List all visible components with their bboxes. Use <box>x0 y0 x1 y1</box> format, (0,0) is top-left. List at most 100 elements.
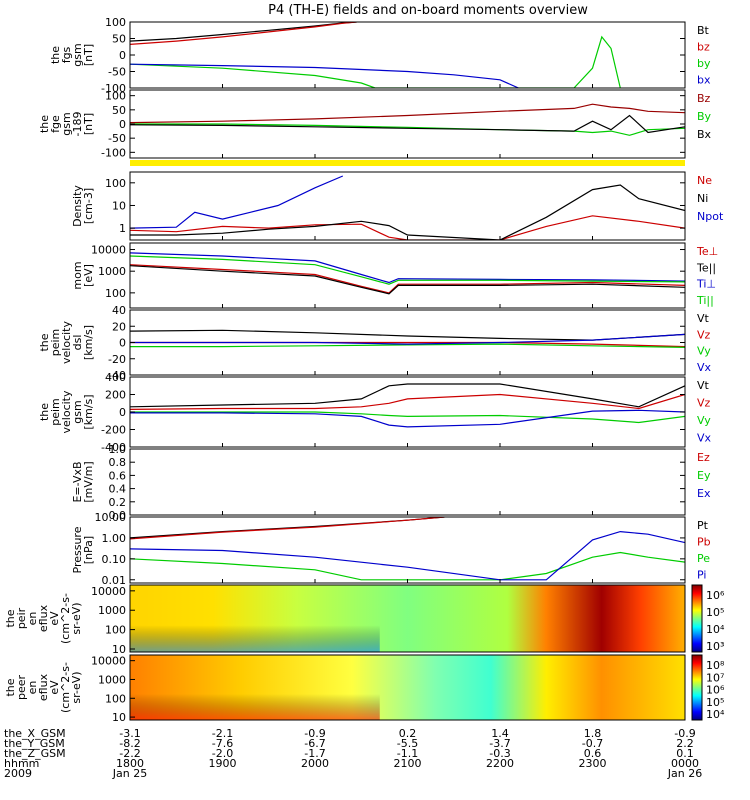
legend-entry-exb: Ex <box>697 487 711 500</box>
y-tick-label: 50 <box>112 33 126 46</box>
ephemeris-value: -5.5 <box>397 737 418 750</box>
y-tick-label: 1 <box>119 222 126 235</box>
y-axis-label: eflux <box>37 604 50 632</box>
y-tick-label: 0.2 <box>109 496 127 509</box>
spectrograms: 10000100010010thepeirenefluxeV(cm^2-s-sr… <box>4 584 725 724</box>
y-axis-label: [mV/m] <box>82 461 95 502</box>
series-line-density-1 <box>130 184 685 240</box>
ephemeris-value: 0.1 <box>676 747 694 760</box>
low-energy-band <box>130 585 380 652</box>
ephemeris-value: Jan 25 <box>112 767 147 780</box>
legend-entry-velgsm: Vx <box>697 432 712 445</box>
y-tick-label: -100 <box>101 146 126 159</box>
y-axis-label: fge <box>49 115 62 133</box>
ephemeris-value: -0.9 <box>674 727 695 740</box>
legend-entry-pressure: Pb <box>697 536 711 549</box>
y-axis-label: sr-eV) <box>70 671 83 703</box>
legend-entry-pressure: Pe <box>697 552 710 565</box>
y-axis-label: eV <box>48 680 61 695</box>
ephemeris-value: -2.2 <box>119 747 140 760</box>
y-axis-label: [nT] <box>82 113 95 135</box>
y-axis-label: velocity <box>60 321 73 364</box>
series-line-pressure-1 <box>130 517 445 540</box>
y-tick-label: 400 <box>105 371 126 384</box>
y-axis-label: the <box>38 115 51 133</box>
y-tick-label: 100 <box>105 16 126 29</box>
legend-entry-density: Ne <box>697 174 712 187</box>
colorbar-tick-label: 10⁵ <box>706 696 724 709</box>
legend-entry-temp: Ti⊥ <box>696 278 716 291</box>
y-tick-label: 10000 <box>91 244 126 257</box>
series-line-temp-1 <box>130 265 685 295</box>
legend-entry-fge: Bx <box>697 128 712 141</box>
panel-temp: 10000 1000 100 mom[eV] Te⊥ Te|| Ti⊥ Ti|| <box>71 242 718 309</box>
series-line-fgs-0 <box>130 22 357 42</box>
y-axis-label: eV <box>48 611 61 626</box>
colorbar-tick-label: 10⁶ <box>706 589 725 602</box>
y-tick-label: 100 <box>105 624 126 637</box>
y-tick-label: 0.6 <box>109 469 127 482</box>
y-tick-label: -50 <box>108 132 126 145</box>
panel-frame <box>129 584 686 653</box>
ephemeris-value: -3.1 <box>119 727 140 740</box>
y-tick-label: 50 <box>112 104 126 117</box>
y-axis-label: E=-VxB <box>71 461 84 502</box>
legend-entry-velgsm: Vt <box>697 379 710 392</box>
y-tick-label: 10.00 <box>95 511 127 524</box>
ephemeris-value: -2.0 <box>212 747 233 760</box>
y-axis-label: (cm^2-s- <box>59 662 72 713</box>
panel-frame <box>129 448 686 516</box>
legend-entry-fgs: by <box>697 57 711 70</box>
ephemeris-value: 0.6 <box>584 747 602 760</box>
series-line-density-0 <box>130 215 685 240</box>
y-axis-label: [km/s] <box>82 394 95 429</box>
low-energy-band <box>130 655 380 720</box>
colorbar-tick-label: 10⁴ <box>706 623 725 636</box>
ephemeris-value: -0.7 <box>582 737 603 750</box>
panel-frame <box>129 242 686 309</box>
panel-pressure: 10.00 1.00 0.10 0.01 Pressure[nPa] Pt Pb Pe Pi <box>71 511 711 587</box>
series-line-temp-0 <box>130 264 685 294</box>
y-tick-label: -50 <box>108 66 126 79</box>
y-axis-label: the <box>38 333 51 351</box>
y-tick-label: 1.0 <box>109 443 127 456</box>
y-axis-label: velocity <box>60 390 73 433</box>
ephemeris-value: 2100 <box>394 757 422 770</box>
y-axis-label: peer <box>15 675 28 701</box>
series-line-fge-0 <box>130 103 685 124</box>
y-tick-label: 100 <box>105 287 126 300</box>
ephemeris-value: -6.7 <box>304 737 325 750</box>
legend-entry-fgs: bz <box>697 41 710 54</box>
series-line-velgsm-0 <box>130 383 685 408</box>
ephemeris-value: -0.3 <box>489 747 510 760</box>
ephemeris-value: 1.4 <box>491 727 509 740</box>
chart-title: P4 (TH-E) fields and on-board moments ov… <box>268 3 588 18</box>
y-tick-label: 10 <box>112 711 126 724</box>
legend-entry-velesa: Vz <box>697 328 711 341</box>
ephemeris-row-label: the_X_GSM <box>4 727 66 740</box>
legend-entry-velesa: Vy <box>697 345 711 358</box>
y-axis-label: [eV] <box>82 264 95 287</box>
ephemeris-value: -2.1 <box>212 727 233 740</box>
y-tick-label: 10 <box>112 199 126 212</box>
y-tick-label: -20 <box>108 353 126 366</box>
y-tick-label: 1000 <box>98 265 126 278</box>
legend-entry-temp: Ti|| <box>696 294 714 307</box>
y-tick-label: 0 <box>119 118 126 131</box>
y-axis-label: dsl <box>71 335 84 351</box>
colorbar-tick-label: 10⁵ <box>706 606 724 619</box>
legend-entry-density: Npot <box>697 210 724 223</box>
ephemeris-row-label: 2009 <box>4 767 32 780</box>
series-line-velesa-2 <box>130 343 685 348</box>
y-tick-label: -200 <box>101 424 126 437</box>
y-tick-label: -400 <box>101 441 126 454</box>
ephemeris-row-label: the_Y_GSM <box>4 737 65 750</box>
series-line-fge-2 <box>130 114 685 134</box>
y-tick-label: 1000 <box>98 673 126 686</box>
panels: 100500-50-100thefgsgsm[nT]Btbzbybx100500… <box>38 16 724 587</box>
y-axis-label: (cm^2-s- <box>59 593 72 644</box>
legend-entry-velesa: Vx <box>697 361 712 374</box>
legend-entry-density: Ni <box>697 192 708 205</box>
